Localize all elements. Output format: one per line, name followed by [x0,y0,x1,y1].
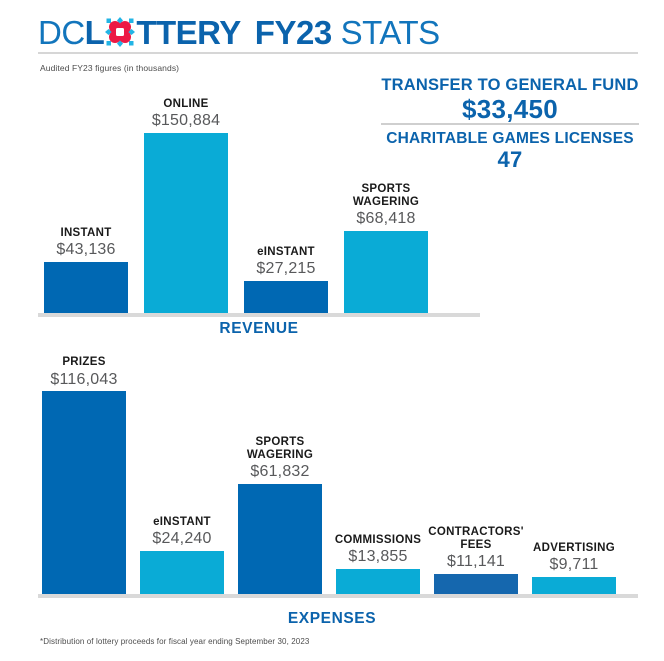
bar-column: COMMISSIONS $13,855 [334,356,422,594]
bar-category-label: COMMISSIONS [334,533,422,546]
bar-category-label: SPORTS WAGERING [352,182,420,208]
bar-value-label: $116,043 [50,370,118,388]
bar-rect [336,569,420,594]
expenses-baseline [38,594,638,598]
bar-rect [44,262,128,313]
bar-category-label: INSTANT [60,226,112,239]
bar-value-label: $9,711 [549,556,599,574]
dc-lottery-flower-logo [105,17,136,47]
bar-category-label: CONTRACTORS' FEES [428,525,524,551]
brand-logo: DC L [38,16,440,49]
page-header: DC L [38,10,638,54]
bar-category-label: ONLINE [163,97,209,110]
transfer-label: TRANSFER TO GENERAL FUND [381,76,639,94]
licenses-value: 47 [497,147,523,173]
transfer-value: $33,450 [461,94,559,125]
bar-value-label: $27,215 [256,260,316,278]
revenue-axis-title: REVENUE [219,320,299,337]
stat-divider [381,123,639,125]
bar-value-label: $24,240 [152,530,212,548]
bar-column: PRIZES $116,043 [42,356,126,594]
transfer-stat-block: TRANSFER TO GENERAL FUND $33,450 [375,76,645,125]
title-stats: STATS [340,13,440,51]
bar-rect [238,484,322,594]
logo-ttery-text: TTERY [136,13,241,51]
bar-category-label: ADVERTISING [533,541,615,554]
footnote-text: *Distribution of lottery proceeds for fi… [40,637,310,646]
expenses-axis-title: EXPENSES [287,610,377,627]
licenses-stat-block: CHARITABLE GAMES LICENSES 47 [375,130,645,173]
bar-value-label: $11,141 [446,553,506,571]
bar-value-label: $13,855 [348,548,408,566]
expenses-bar-chart: PRIZES $116,043 eINSTANT $24,240 SPORTS WAGE… [38,356,638,598]
bar-rect [144,133,228,313]
bar-value-label: $68,418 [356,210,416,228]
bar-rect [42,391,126,594]
logo-l-text: L [84,13,105,51]
bar-column: eINSTANT $27,215 [244,78,328,313]
bar-column: SPORTS WAGERING $68,418 [344,78,428,313]
bar-category-label: PRIZES [62,356,106,368]
bar-rect [434,574,518,594]
bar-rect [140,551,224,594]
bar-category-label: eINSTANT [153,515,211,528]
title-fy: FY23 [254,13,332,51]
bar-column: SPORTS WAGERING $61,832 [238,356,322,594]
bar-column: ADVERTISING $9,711 [532,356,616,594]
bar-rect [532,577,616,594]
subtitle-text: Audited FY23 figures (in thousands) [40,63,180,73]
bar-value-label: $150,884 [151,112,221,130]
bar-value-label: $43,136 [56,241,116,259]
bar-rect [244,281,328,313]
revenue-bar-chart: INSTANT $43,136 ONLINE $150,884 eINSTANT $27,… [38,78,480,317]
bar-column: eINSTANT $24,240 [140,356,224,594]
bar-category-label: eINSTANT [257,245,315,258]
header-divider [38,52,638,54]
revenue-baseline [38,313,480,317]
logo-dc-text: DC [38,13,85,51]
bar-rect [344,231,428,313]
bar-value-label: $61,832 [250,463,310,481]
bar-column: CONTRACTORS' FEES $11,141 [428,356,523,594]
bar-column: INSTANT $43,136 [44,78,128,313]
bar-category-label: SPORTS WAGERING [246,435,314,461]
licenses-label: CHARITABLE GAMES LICENSES [386,130,634,147]
bar-column: ONLINE $150,884 [144,78,228,313]
